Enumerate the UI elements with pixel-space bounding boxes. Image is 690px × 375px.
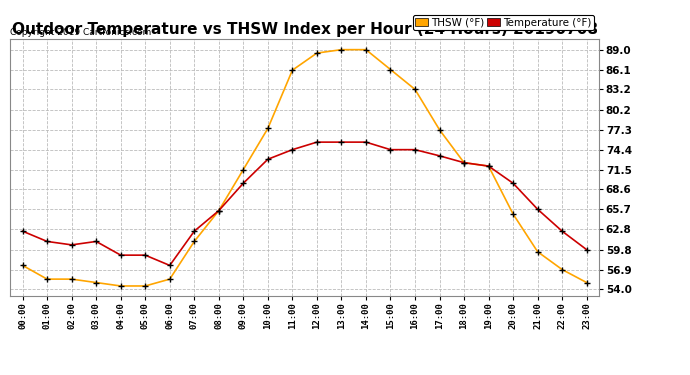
Legend: THSW (°F), Temperature (°F): THSW (°F), Temperature (°F) — [413, 15, 593, 30]
Text: Copyright 2019 Cartronics.com: Copyright 2019 Cartronics.com — [10, 28, 152, 37]
Title: Outdoor Temperature vs THSW Index per Hour (24 Hours) 20190708: Outdoor Temperature vs THSW Index per Ho… — [12, 22, 598, 37]
